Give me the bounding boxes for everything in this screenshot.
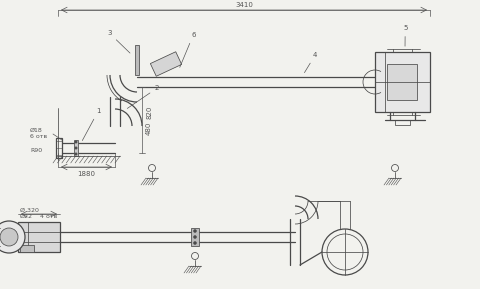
Text: Ø18: Ø18 bbox=[30, 128, 43, 133]
Bar bbox=[56, 138, 62, 158]
Text: 1880: 1880 bbox=[77, 171, 96, 177]
Text: Ø22: Ø22 bbox=[20, 214, 33, 219]
Bar bbox=[135, 45, 139, 75]
Text: Ø 320: Ø 320 bbox=[20, 208, 39, 213]
Text: 5: 5 bbox=[403, 25, 408, 46]
Text: R90: R90 bbox=[30, 148, 42, 153]
Circle shape bbox=[193, 242, 196, 244]
Bar bbox=[395, 120, 410, 125]
Text: 2: 2 bbox=[127, 85, 159, 108]
Text: 1: 1 bbox=[82, 108, 100, 140]
Text: 4: 4 bbox=[304, 52, 317, 73]
Text: 6 отв: 6 отв bbox=[30, 134, 47, 139]
Circle shape bbox=[0, 221, 25, 253]
Bar bbox=[74, 140, 78, 156]
Text: 820: 820 bbox=[146, 105, 152, 119]
Circle shape bbox=[75, 147, 77, 149]
Text: 4 отв: 4 отв bbox=[40, 214, 57, 219]
Text: 3: 3 bbox=[107, 30, 130, 53]
Circle shape bbox=[193, 236, 196, 238]
Circle shape bbox=[75, 153, 77, 155]
Circle shape bbox=[0, 228, 18, 246]
Circle shape bbox=[75, 141, 77, 143]
Bar bbox=[375, 52, 430, 112]
Bar bbox=[387, 64, 417, 100]
Bar bbox=[191, 228, 199, 246]
Circle shape bbox=[193, 229, 196, 232]
Bar bbox=[20, 245, 34, 252]
Bar bbox=[18, 222, 60, 252]
Text: 6: 6 bbox=[180, 32, 195, 67]
Text: 3410: 3410 bbox=[235, 2, 253, 8]
Bar bbox=[150, 52, 181, 76]
Text: 480: 480 bbox=[146, 121, 152, 135]
